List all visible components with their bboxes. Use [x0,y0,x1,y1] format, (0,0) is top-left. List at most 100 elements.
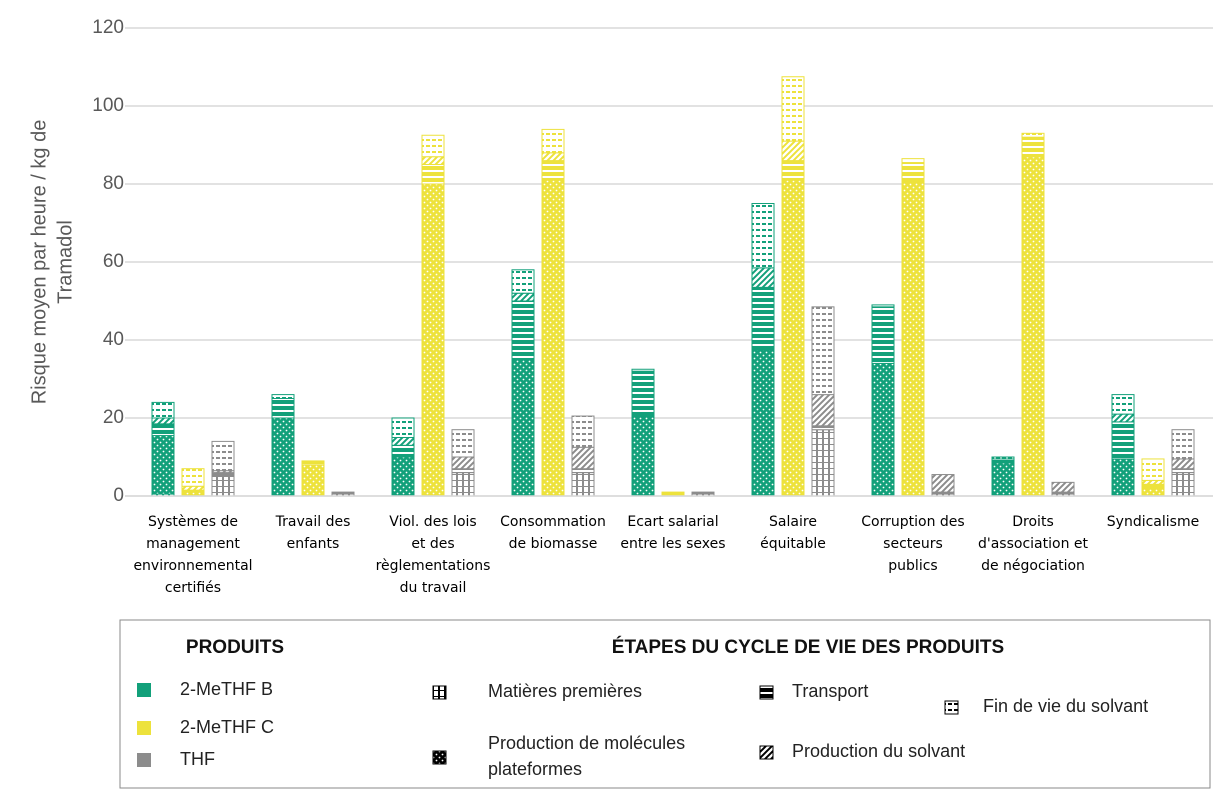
legend-label: Fin de vie du solvant [983,696,1148,716]
bar-segment [511,359,535,497]
bar-segment [1171,458,1195,470]
bar-segment [691,491,715,495]
legend-label: Transport [792,681,868,701]
bar-segment [811,429,835,497]
bar-segment [1021,132,1045,138]
bar-segment [391,417,415,438]
bar-segment [421,183,445,497]
bar-segment [421,156,445,165]
y-tick-label: 40 [103,329,124,350]
y-axis-label: Tramadol [54,220,76,304]
bar-segment [1141,479,1165,485]
bar-segment [511,292,535,302]
legend-box [119,619,1211,789]
bar-segment [1171,429,1195,460]
legend-swatch [944,700,959,715]
bar-segment [751,267,775,288]
bar-segment [451,468,475,474]
bar-segment [511,269,535,294]
x-tick-label: du travail [400,580,467,596]
x-tick-label: Salaire [769,514,817,530]
x-tick-label: secteurs [883,536,943,552]
bar-segment [991,456,1015,460]
bar-segment [271,394,295,400]
bar-segment [541,160,565,181]
bar-segment [1141,458,1165,481]
y-tick-label: 80 [103,173,124,194]
bar-segment [571,468,595,474]
bar-segment [1111,413,1135,423]
bar-segment [151,401,175,419]
x-tick-label: Consommation [500,514,606,530]
bar-segment [331,491,355,495]
y-axis-label: Risque moyen par heure / kg de [28,120,50,405]
bar-segment [211,476,235,497]
bar-segment [451,456,475,470]
bar-segment [451,472,475,497]
legend-label: 2-MeTHF C [180,717,274,737]
x-tick-label: de biomasse [509,536,598,552]
x-tick-label: publics [888,558,937,574]
x-tick-label: Ecart salarial [627,514,718,530]
x-tick-label: d'association et [978,536,1089,552]
y-tick-label: 120 [92,17,124,38]
bar-segment [1171,472,1195,497]
bar-segment [1021,136,1045,158]
bar-segment [631,370,655,417]
x-tick-label: équitable [760,536,826,552]
x-tick-label: Systèmes de [148,514,238,530]
bar-segment [1141,487,1165,497]
legend-swatch [432,750,447,765]
bar-segment [871,306,895,364]
bar-segment [631,415,655,497]
bar-segment [571,446,595,470]
y-tick-label: 20 [103,407,124,428]
bar-segment [781,179,805,497]
bar-segment [901,181,925,497]
bar-segment [871,362,895,497]
y-tick-label: 60 [103,251,124,272]
bar-segment [181,485,205,491]
x-tick-label: Droits [1012,514,1053,530]
legend-label: Production du solvant [792,741,965,761]
bar-segment [661,491,685,495]
bar-segment [811,394,835,427]
x-tick-label: enfants [287,536,340,552]
bar-segment [391,444,415,458]
legend-label: Matières premières [488,681,642,701]
bar-segment [211,472,235,478]
x-tick-label: Travail des [275,514,351,530]
legend-title: ÉTAPES DU CYCLE DE VIE DES PRODUITS [612,636,1004,658]
y-tick-label: 100 [92,95,124,116]
bar-segment [781,76,805,142]
x-tick-label: et des [411,536,454,552]
legend-title: PRODUITS [186,637,284,658]
bar-segment [901,158,925,164]
legend-swatch [432,685,447,700]
bar-segment [781,160,805,181]
bar-segment [1141,483,1165,489]
bar-segment [511,300,535,360]
legend-label: Production de molécules [488,733,685,753]
bar-segment [421,134,445,158]
bar-segment [271,398,295,419]
bar-segment [751,349,775,497]
bar-segment [1111,458,1135,497]
bar-segment [301,464,325,497]
legend-swatch [137,683,151,697]
bar-segment [151,435,175,495]
bar-segment [1171,468,1195,474]
bar-segment [271,417,295,497]
x-tick-label: management [146,536,240,552]
bar-segment [751,286,775,351]
bar-segment [571,415,595,448]
bar-segment [811,306,835,396]
x-tick-label: Viol. des lois [389,514,476,530]
bar-segment [871,304,895,308]
bar-segment [211,440,235,472]
y-tick-label: 0 [113,485,124,506]
x-tick-label: entre les sexes [620,536,725,552]
x-tick-label: Corruption des [861,514,964,530]
bar-segment [1021,156,1045,497]
